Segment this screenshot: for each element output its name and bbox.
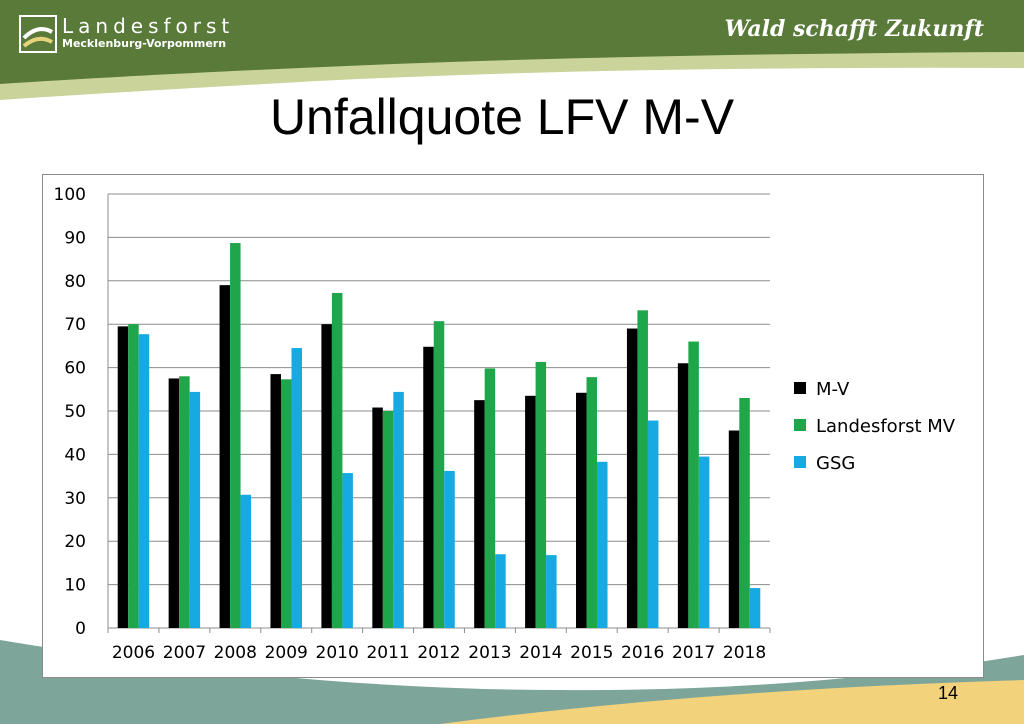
bar-landesforst-mv <box>179 376 190 628</box>
x-tick-label: 2008 <box>214 643 257 663</box>
x-tick-label: 2009 <box>265 643 308 663</box>
y-tick-label: 20 <box>64 532 86 552</box>
bar-landesforst-mv <box>535 361 547 628</box>
legend-swatch <box>794 382 806 394</box>
bar-gsg <box>291 348 302 628</box>
bar-gsg <box>698 456 710 628</box>
x-tick-label: 2018 <box>723 643 766 663</box>
bar-m-v <box>525 395 536 628</box>
bar-m-v <box>321 324 332 628</box>
bar-m-v <box>474 400 485 628</box>
landesforst-logo <box>19 15 57 53</box>
bar-landesforst-mv <box>739 397 750 628</box>
bar-landesforst-mv <box>586 377 598 628</box>
x-tick-label: 2014 <box>519 643 562 663</box>
y-tick-label: 100 <box>54 185 86 205</box>
bar-m-v <box>677 363 689 628</box>
bar-chart: 0 10 20 30 40 50 60 70 80 90 100 2006 2007 2008 2009 20… <box>54 185 956 663</box>
slogan: Wald schafft Zukunft <box>724 16 984 42</box>
legend-label: Landesforst MV <box>816 416 956 437</box>
bar-landesforst-mv <box>230 243 241 628</box>
bar-m-v <box>372 407 383 628</box>
bar-m-v <box>168 378 180 628</box>
x-tick-label: 2017 <box>672 643 715 663</box>
bar-gsg <box>444 470 455 628</box>
bar-m-v <box>270 374 281 628</box>
y-tick-label: 90 <box>64 228 86 248</box>
x-tick-label: 2011 <box>366 643 409 663</box>
y-tick-label: 60 <box>64 359 86 379</box>
bar-m-v <box>576 392 587 628</box>
bar-m-v <box>728 430 740 628</box>
y-tick-label: 80 <box>64 272 86 292</box>
bar-landesforst-mv <box>688 341 699 628</box>
x-tick-label: 2010 <box>316 643 359 663</box>
x-tick-label: 2007 <box>163 643 206 663</box>
header-band <box>0 0 1024 84</box>
legend-label: M-V <box>816 379 850 400</box>
y-tick-label: 50 <box>64 402 86 422</box>
bar-landesforst-mv <box>280 379 292 628</box>
bar-landesforst-mv <box>128 324 139 628</box>
bar-landesforst-mv <box>637 310 648 628</box>
bar-gsg <box>393 391 404 628</box>
bar-gsg <box>189 391 201 628</box>
bar-gsg <box>138 334 150 628</box>
bar-gsg <box>546 555 557 628</box>
y-tick-label: 40 <box>64 445 86 465</box>
y-tick-label: 70 <box>64 315 86 335</box>
x-tick-label: 2015 <box>570 643 613 663</box>
y-tick-label: 30 <box>64 489 86 509</box>
bar-landesforst-mv <box>382 411 394 628</box>
footer-band-yellow <box>440 680 1024 724</box>
bar-landesforst-mv <box>433 321 445 628</box>
bar-m-v <box>626 328 638 628</box>
bar-m-v <box>423 346 434 628</box>
bar-m-v <box>117 326 129 628</box>
logo-subtitle: Mecklenburg-Vorpommern <box>62 37 227 50</box>
y-tick-label: 10 <box>64 576 86 596</box>
legend-swatch <box>794 419 806 431</box>
slide-title: Unfallquote LFV M-V <box>269 89 735 145</box>
x-tick-label: 2016 <box>621 643 664 663</box>
x-tick-label: 2006 <box>112 643 155 663</box>
bar-gsg <box>495 554 506 628</box>
x-tick-label: 2013 <box>468 643 511 663</box>
x-tick-label: 2012 <box>417 643 460 663</box>
bar-gsg <box>342 473 353 628</box>
legend-swatch <box>794 456 806 468</box>
bar-gsg <box>647 420 659 628</box>
bar-m-v <box>219 285 231 628</box>
bar-gsg <box>597 461 608 628</box>
y-tick-label: 0 <box>75 619 86 639</box>
bar-gsg <box>240 494 252 628</box>
logo-title: Landesforst <box>62 14 235 38</box>
bar-gsg <box>749 588 761 628</box>
legend-label: GSG <box>816 453 855 474</box>
page-number: 14 <box>938 683 959 703</box>
bar-landesforst-mv <box>331 292 343 628</box>
bar-landesforst-mv <box>484 368 496 628</box>
